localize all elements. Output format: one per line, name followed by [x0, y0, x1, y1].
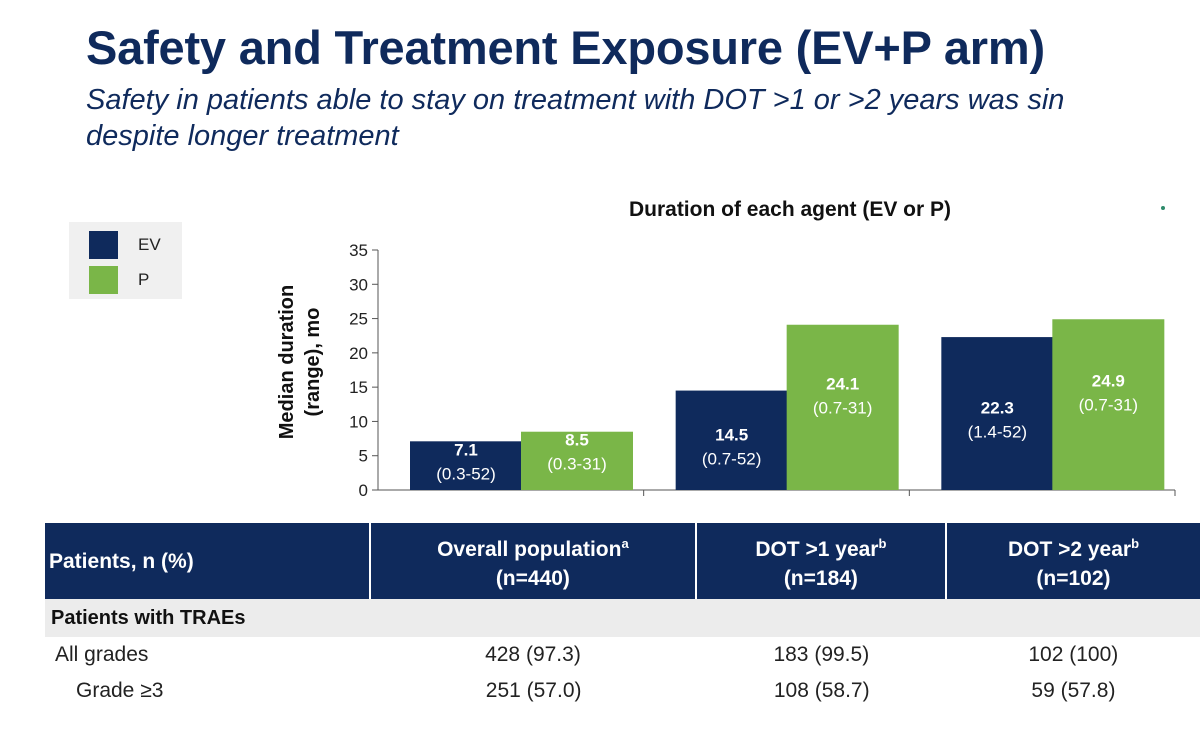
- bar-value-label: 24.1: [826, 374, 859, 393]
- row-label: All grades: [55, 643, 149, 666]
- y-axis-label-line-1: Median duration: [276, 284, 298, 440]
- bar-value-label: 14.5: [715, 425, 748, 444]
- bar-ev: [675, 390, 788, 490]
- bar-value-label: 22.3: [981, 399, 1014, 418]
- page-subtitle: Safety in patients able to stay on treat…: [86, 82, 1200, 154]
- y-tick-label: 15: [349, 378, 368, 397]
- chart-legend: EV P: [69, 222, 182, 299]
- bar-ev: [941, 337, 1054, 490]
- bar-value-label: 7.1: [454, 440, 478, 459]
- bar-ev: [410, 441, 522, 490]
- table-cell: 183 (99.5): [773, 643, 870, 666]
- table-header-dot1: DOT >1 yearb (n=184): [696, 523, 948, 599]
- subtitle-line-2: despite longer treatment: [86, 120, 399, 152]
- bar-range-label: (1.4-52): [968, 423, 1028, 442]
- bar-chart: 0 5 10 15 20 25 30 35 7.1 (0.3-52) 8.5 (0.3-31) 14.5…: [349, 241, 1176, 500]
- bar-range-label: (0.3-31): [547, 455, 607, 474]
- table-cell: 59 (57.8): [1031, 679, 1116, 702]
- table-cell: 251 (57.0): [485, 679, 582, 702]
- bar-range-label: (0.7-31): [813, 398, 873, 417]
- bar-p: [1052, 319, 1165, 490]
- safety-table: Patients, n (%) Overall populationa (n=4…: [45, 523, 1200, 709]
- table-header-overall: Overall populationa (n=440): [371, 523, 697, 599]
- y-tick-label: 0: [359, 481, 368, 500]
- chart-title: Duration of each agent (EV or P): [628, 198, 952, 221]
- table-section-traes: Patients with TRAEs: [45, 599, 1200, 637]
- y-tick-label: 35: [349, 241, 368, 260]
- legend-swatch-ev: [89, 231, 118, 259]
- decorative-dot: [1161, 206, 1165, 210]
- y-tick-label: 5: [359, 447, 368, 466]
- y-tick-label: 20: [349, 344, 368, 363]
- bar-range-label: (0.7-52): [702, 449, 762, 468]
- table-cell: 108 (58.7): [773, 679, 870, 702]
- bar-range-label: (0.7-31): [1079, 396, 1139, 415]
- bar-p: [786, 324, 899, 490]
- row-label: Grade ≥3: [76, 679, 164, 702]
- bar-value-label: 8.5: [565, 431, 589, 450]
- legend-item-p: P: [89, 266, 149, 294]
- y-tick-label: 10: [349, 412, 368, 431]
- legend-label-ev: EV: [138, 235, 161, 254]
- table-cell: 428 (97.3): [485, 643, 581, 666]
- table-header-row: Patients, n (%) Overall populationa (n=4…: [45, 523, 1200, 599]
- bar-range-label: (0.3-52): [436, 464, 496, 483]
- y-tick-label: 25: [349, 310, 368, 329]
- bar-value-label: 24.9: [1092, 372, 1125, 391]
- table-header-dot2: DOT >2 yearb (n=102): [947, 523, 1200, 599]
- table-header-patients: Patients, n (%): [45, 523, 371, 599]
- page-title: Safety and Treatment Exposure (EV+P arm): [86, 21, 1045, 74]
- legend-label-p: P: [138, 270, 150, 289]
- y-tick-label: 30: [349, 275, 368, 294]
- y-axis-label-line-2: (range), mo: [302, 307, 324, 417]
- table-row: Grade ≥3 251 (57.0) 108 (58.7) 59 (57.8): [45, 673, 1200, 709]
- table-row: All grades 428 (97.3) 183 (99.5) 102 (10…: [45, 637, 1200, 673]
- table-cell: 102 (100): [1028, 643, 1119, 666]
- subtitle-line-1: Safety in patients able to stay on treat…: [86, 84, 1065, 116]
- bar-p: [521, 431, 633, 490]
- legend-swatch-p: [89, 266, 118, 294]
- legend-item-ev: EV: [89, 231, 161, 259]
